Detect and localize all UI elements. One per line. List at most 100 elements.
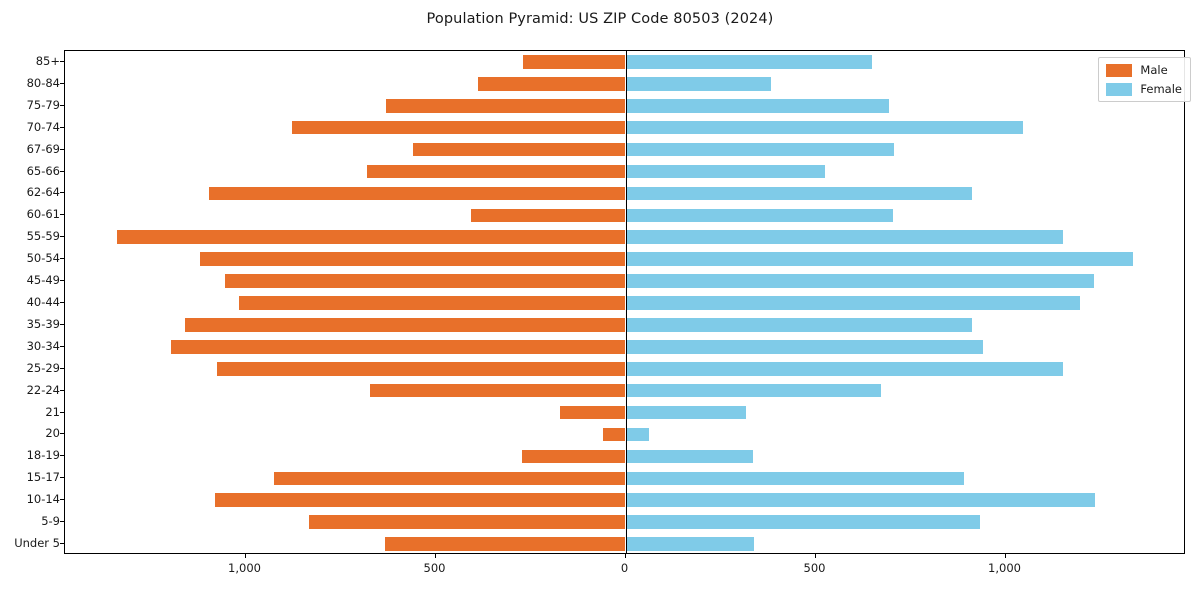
bar-male bbox=[470, 208, 626, 223]
bar-male bbox=[309, 515, 626, 529]
bar-row bbox=[65, 449, 1184, 464]
bar-row bbox=[65, 471, 1184, 486]
bar-row bbox=[65, 142, 1184, 157]
y-axis-tick-label: 50-54 bbox=[26, 251, 60, 266]
y-axis-tick-label: 35-39 bbox=[26, 316, 60, 331]
x-axis-tick-label: 500 bbox=[423, 561, 446, 575]
bar-female bbox=[625, 208, 893, 223]
zero-axis-line bbox=[625, 51, 627, 553]
bar-row bbox=[65, 383, 1184, 398]
y-axis-tick-label: 30-34 bbox=[26, 338, 60, 353]
legend-item-male[interactable]: Male bbox=[1106, 63, 1182, 77]
bar-female bbox=[625, 252, 1134, 266]
bar-row bbox=[65, 340, 1184, 354]
y-axis-tick-mark bbox=[60, 302, 64, 303]
x-axis-tick-mark bbox=[624, 554, 626, 558]
y-axis-tick-label: 55-59 bbox=[26, 229, 60, 244]
bar-row bbox=[65, 120, 1184, 135]
bar-row bbox=[65, 274, 1184, 288]
y-axis-tick-mark bbox=[60, 104, 64, 106]
bar-row bbox=[65, 427, 1184, 442]
bar-row bbox=[65, 296, 1184, 310]
y-axis-tick-label: 80-84 bbox=[26, 75, 60, 90]
y-axis-tick-mark bbox=[60, 389, 64, 391]
y-axis-tick-mark bbox=[60, 258, 64, 260]
y-axis-tick-mark bbox=[60, 521, 64, 523]
bar-male bbox=[559, 405, 626, 420]
legend-item-female[interactable]: Female bbox=[1106, 82, 1182, 96]
bar-row bbox=[65, 493, 1184, 507]
bar-row bbox=[65, 252, 1184, 266]
bar-male bbox=[199, 252, 626, 266]
bar-male bbox=[239, 296, 626, 310]
y-axis-tick-label: 20 bbox=[45, 426, 60, 441]
y-axis-tick-label: 85+ bbox=[35, 53, 60, 68]
bar-female bbox=[625, 230, 1064, 245]
bar-male bbox=[603, 427, 626, 442]
y-axis-tick-mark bbox=[60, 280, 64, 282]
bar-female bbox=[625, 318, 973, 332]
bar-female bbox=[625, 449, 754, 464]
bar-row bbox=[65, 77, 1184, 91]
y-axis-tick-label: 5-9 bbox=[41, 514, 60, 529]
bar-female bbox=[625, 361, 1064, 376]
bar-female bbox=[625, 164, 825, 179]
bar-male bbox=[522, 55, 626, 69]
legend-label: Female bbox=[1140, 82, 1182, 96]
y-axis-tick-label: 21 bbox=[45, 404, 60, 419]
y-axis-tick-mark bbox=[60, 543, 64, 545]
bar-male bbox=[208, 186, 626, 201]
y-axis-tick-mark bbox=[60, 82, 64, 84]
bar-male bbox=[292, 120, 626, 135]
bar-row bbox=[65, 515, 1184, 529]
y-axis-tick-mark bbox=[60, 148, 64, 150]
x-axis-tick-mark bbox=[244, 554, 246, 558]
bar-male bbox=[370, 383, 626, 398]
bar-male bbox=[216, 361, 626, 376]
bar-row bbox=[65, 318, 1184, 332]
bar-female bbox=[625, 383, 881, 398]
bar-male bbox=[274, 471, 626, 486]
x-axis-tick-label: 500 bbox=[803, 561, 826, 575]
bar-male bbox=[224, 274, 626, 288]
y-axis-tick-label: 22-24 bbox=[26, 382, 60, 397]
legend-label: Male bbox=[1140, 63, 1168, 77]
y-axis-tick-mark bbox=[60, 170, 64, 172]
y-axis-tick-mark bbox=[60, 345, 64, 347]
legend-swatch-icon bbox=[1106, 63, 1133, 77]
y-axis-tick-mark bbox=[60, 433, 64, 435]
y-axis-tick-label: 40-44 bbox=[26, 295, 60, 309]
plot-frame bbox=[64, 50, 1185, 554]
y-axis-tick-mark bbox=[60, 236, 64, 238]
x-axis-tick-label: 1,000 bbox=[228, 561, 261, 575]
bar-female bbox=[625, 493, 1096, 507]
chart-legend[interactable]: Male Female bbox=[1098, 57, 1191, 102]
bar-male bbox=[215, 493, 626, 507]
bar-row bbox=[65, 55, 1184, 69]
bar-male bbox=[367, 164, 626, 179]
y-axis-tick-mark bbox=[60, 192, 64, 194]
bar-female bbox=[625, 55, 872, 69]
y-axis-tick-label: 45-49 bbox=[26, 273, 60, 288]
y-axis-tick-mark bbox=[60, 323, 64, 325]
y-axis-tick-mark bbox=[60, 411, 64, 413]
y-axis-tick-label: 67-69 bbox=[26, 141, 60, 156]
x-axis-tick-mark bbox=[434, 554, 436, 558]
bar-female bbox=[625, 340, 983, 354]
bar-row bbox=[65, 361, 1184, 376]
y-axis-tick-mark bbox=[60, 455, 64, 457]
y-axis-tick-label: Under 5 bbox=[14, 536, 60, 551]
bar-row bbox=[65, 186, 1184, 201]
bar-row bbox=[65, 208, 1184, 223]
plot-area bbox=[65, 51, 1184, 553]
bar-female bbox=[625, 186, 973, 201]
chart-title: Population Pyramid: US ZIP Code 80503 (2… bbox=[426, 11, 774, 27]
y-axis-tick-label: 65-66 bbox=[26, 163, 60, 178]
y-axis-tick-label: 60-61 bbox=[26, 207, 60, 222]
y-axis-tick-label: 62-64 bbox=[26, 185, 60, 200]
bar-row bbox=[65, 164, 1184, 179]
y-axis-tick-mark bbox=[60, 367, 64, 369]
bar-female bbox=[625, 405, 747, 420]
x-axis-tick-mark bbox=[1004, 554, 1006, 558]
y-axis-tick-mark bbox=[60, 214, 64, 216]
